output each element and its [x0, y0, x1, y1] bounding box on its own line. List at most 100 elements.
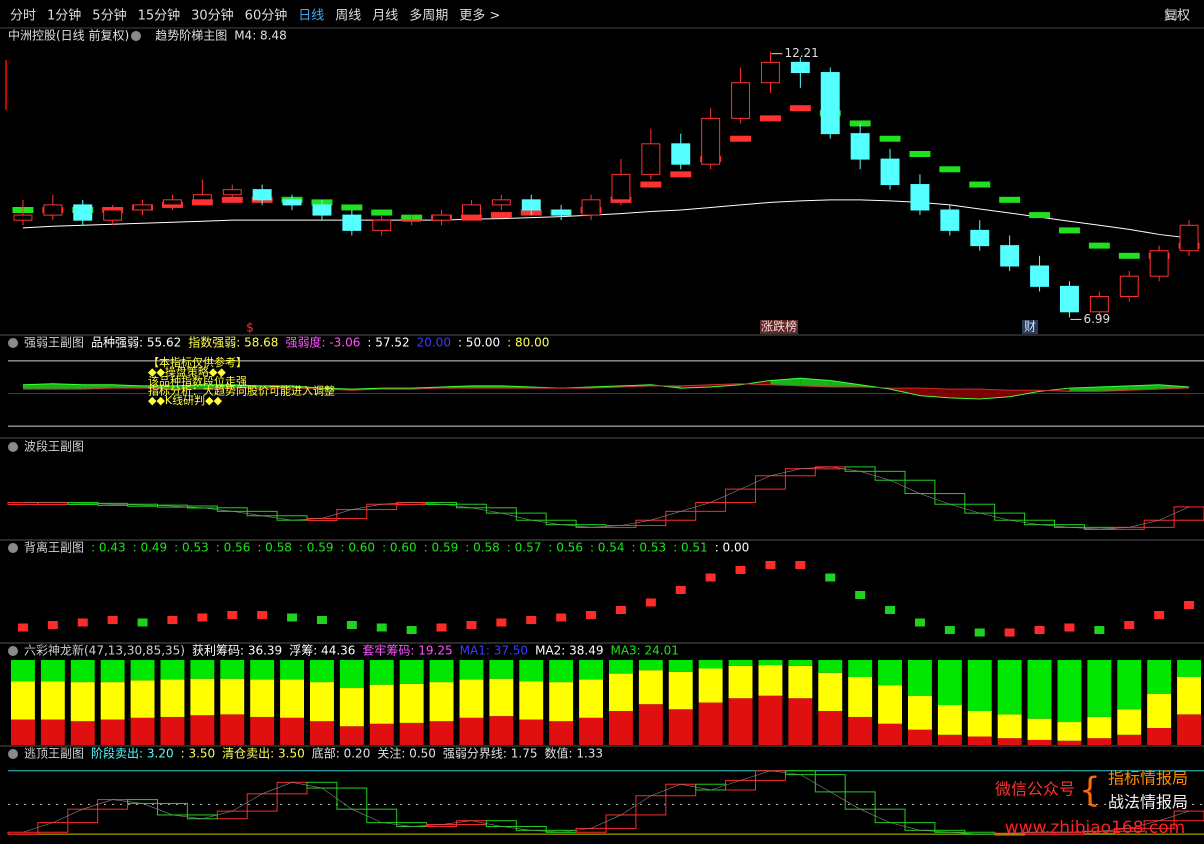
- chip-bar: [519, 660, 544, 682]
- chip-bar: [967, 736, 992, 745]
- toolbar-item[interactable]: 月线: [372, 9, 398, 24]
- candle-body: [551, 209, 571, 216]
- panel-header: : 0.54: [590, 541, 625, 555]
- event-mark: $: [246, 321, 254, 335]
- strength-fill: [830, 380, 861, 387]
- chip-bar: [519, 681, 544, 720]
- chip-bar: [190, 660, 215, 679]
- panel-header: 指数强弱: 58.68: [188, 335, 278, 350]
- toolbar-item[interactable]: 周线: [335, 9, 361, 24]
- chip-bar: [1147, 728, 1172, 745]
- panel-header: : 0.58: [465, 541, 500, 555]
- candle-body: [103, 209, 123, 221]
- candle-body: [1149, 250, 1169, 277]
- candle-body: [671, 143, 691, 165]
- panel-header: 获利筹码: 36.39: [192, 644, 282, 658]
- watermark-name: 指标情报局: [1108, 769, 1188, 788]
- chip-bar: [130, 660, 155, 681]
- panel-header: 浮筹: 44.36: [289, 644, 355, 658]
- toolbar-item[interactable]: 60分钟: [245, 8, 288, 24]
- chip-bar: [220, 660, 245, 679]
- panel-header: : 0.43: [91, 541, 126, 555]
- ladder-step: [969, 181, 991, 188]
- toolbar-item[interactable]: 1分钟: [47, 8, 81, 24]
- chip-bar: [160, 716, 185, 745]
- panel-header: : 0.58: [257, 541, 292, 555]
- panel-header: 强弱分界线: 1.75: [443, 747, 538, 761]
- strength-fill: [262, 385, 293, 389]
- ladder-step: [341, 204, 363, 211]
- candle-body: [312, 204, 332, 216]
- chip-bar: [1027, 660, 1052, 719]
- candle-body: [641, 143, 661, 175]
- panel-header: M4: 8.48: [234, 29, 287, 43]
- candle-body: [133, 204, 153, 211]
- candle-body: [970, 229, 990, 247]
- chip-bar: [907, 695, 932, 730]
- chip-bar: [10, 719, 35, 745]
- panel-header: 20.00: [417, 336, 451, 350]
- divergence-dot: [1094, 626, 1105, 634]
- panel-toggle[interactable]: [131, 31, 141, 41]
- divergence-dot: [1034, 626, 1045, 634]
- toolbar-item[interactable]: 更多 >: [459, 8, 500, 24]
- panel-header: 强弱度: -3.06: [285, 335, 360, 350]
- panel-header: 阶段卖出: 3.20: [91, 746, 174, 761]
- toolbar-item[interactable]: 日线: [298, 9, 324, 24]
- chip-bar: [549, 660, 574, 683]
- toolbar-item[interactable]: 多周期: [409, 8, 448, 24]
- chip-bar: [250, 660, 275, 680]
- panel-header: : 57.52: [367, 336, 409, 350]
- toolbar-item[interactable]: 30分钟: [191, 8, 234, 24]
- panel-header: : 3.50: [181, 747, 216, 761]
- ladder-step: [879, 135, 901, 142]
- chip-bar: [608, 711, 633, 745]
- ladder-step: [670, 171, 692, 178]
- panel-toggle[interactable]: [8, 543, 18, 553]
- candle-body: [461, 204, 481, 216]
- event-tag: [1022, 320, 1038, 334]
- chip-bar: [937, 660, 962, 706]
- chip-bar: [70, 682, 95, 722]
- watermark-label: 微信公众号: [995, 780, 1075, 799]
- chip-bar: [309, 721, 334, 745]
- panel-header: 背离王副图: [24, 540, 84, 555]
- chip-bar: [608, 660, 633, 674]
- divergence-dot: [556, 613, 567, 622]
- toolbar-item[interactable]: 分时: [10, 9, 36, 24]
- window-icon[interactable]: [1165, 9, 1177, 20]
- chip-bar: [429, 682, 454, 722]
- toolbar-item[interactable]: 15分钟: [138, 8, 181, 24]
- chip-bar: [10, 660, 35, 682]
- divergence-dot: [257, 611, 268, 619]
- chip-bar: [70, 660, 95, 683]
- panel-toggle[interactable]: [8, 646, 18, 656]
- chip-bar: [160, 679, 185, 717]
- watermark-url: www.zhibiao168.com: [1005, 818, 1185, 838]
- divergence-dot: [287, 613, 298, 622]
- chip-bar: [100, 682, 125, 720]
- panel-header: 底部: 0.20: [312, 746, 371, 761]
- chip-bar: [250, 716, 275, 745]
- divergence-dot: [17, 623, 28, 632]
- strength-fill: [800, 378, 831, 387]
- candle-body: [162, 199, 182, 206]
- panel-header: : 0.00: [715, 541, 750, 555]
- panel-toggle[interactable]: [8, 338, 18, 348]
- chip-bar: [220, 714, 245, 745]
- strength-fill: [52, 383, 83, 390]
- wave-line: [22, 466, 1190, 530]
- toolbar-item[interactable]: 5分钟: [92, 8, 126, 24]
- candle-body: [402, 219, 422, 222]
- chip-bar: [997, 660, 1022, 715]
- candle-body: [13, 214, 33, 221]
- panel-header: 套牢筹码: 19.25: [362, 643, 452, 658]
- panel-toggle[interactable]: [8, 442, 18, 452]
- panel-toggle[interactable]: [8, 749, 18, 759]
- candle-body: [1000, 245, 1020, 267]
- panel-header: 强弱王副图: [24, 336, 84, 350]
- chip-bar: [130, 717, 155, 745]
- chip-bar: [399, 660, 424, 684]
- chip-bar: [250, 679, 275, 717]
- panel-header: : 0.51: [673, 541, 708, 555]
